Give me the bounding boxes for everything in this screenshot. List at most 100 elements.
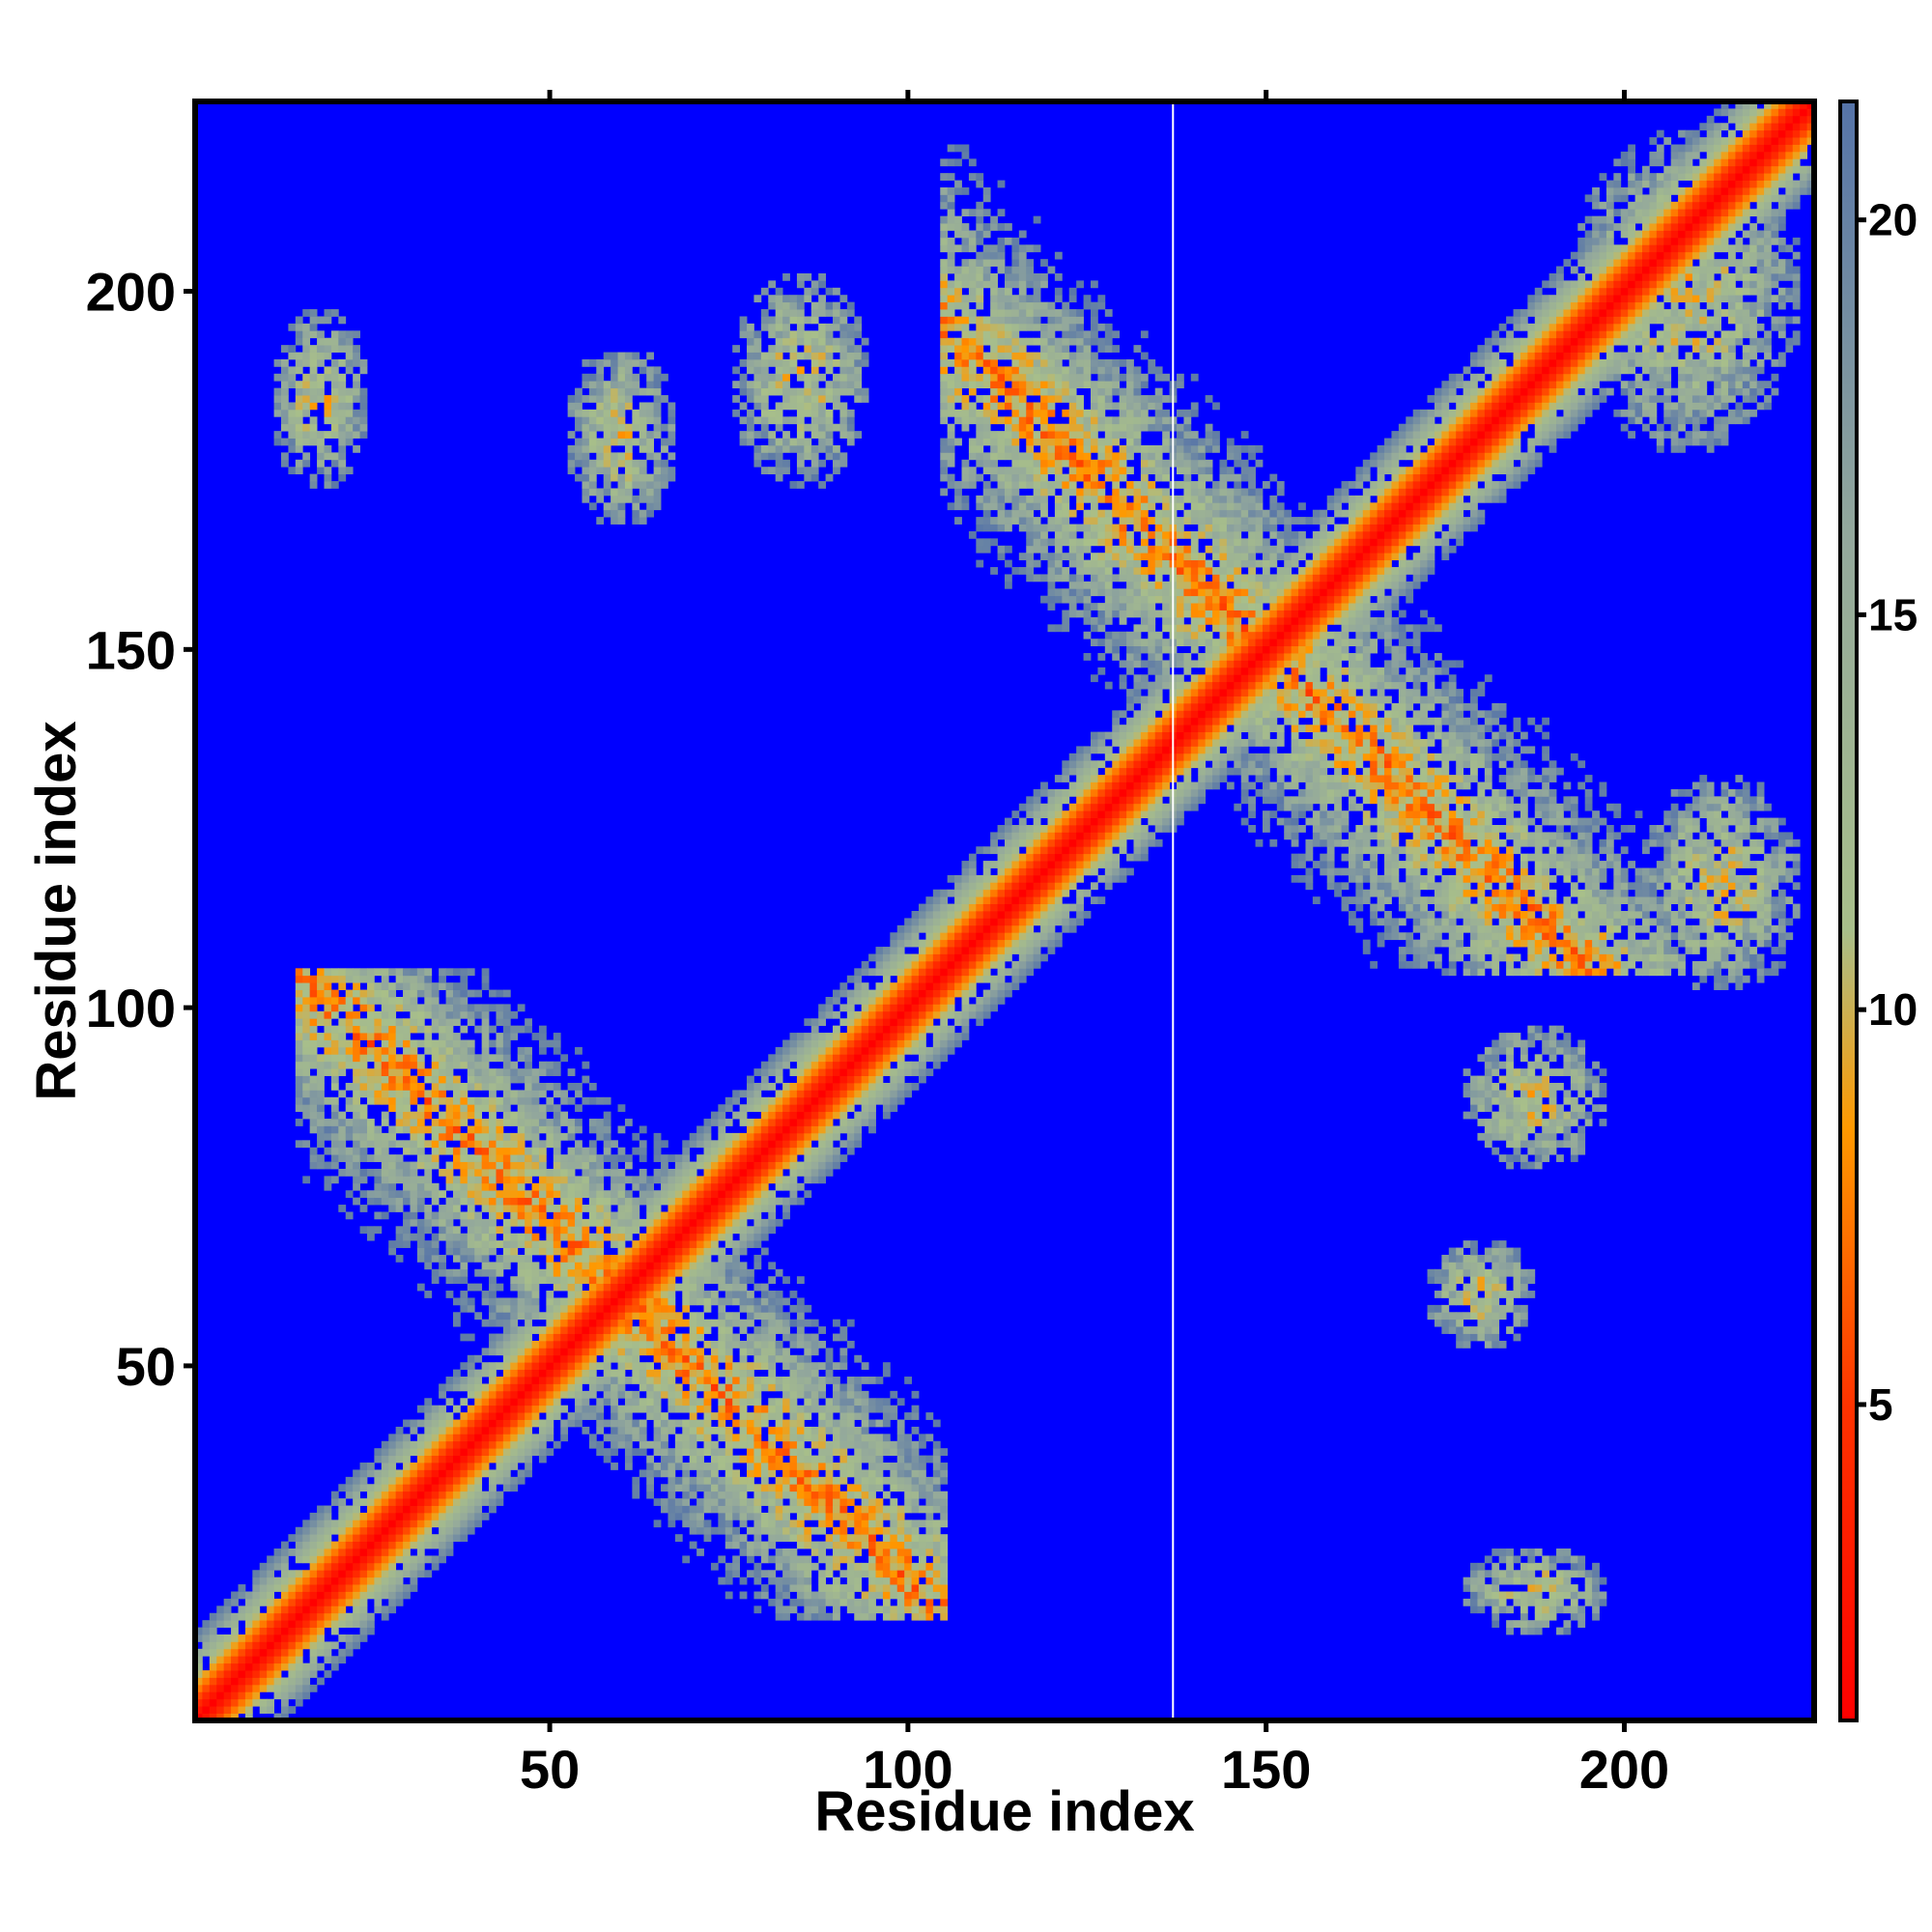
heatmap-cell [739, 1111, 748, 1120]
heatmap-cell [359, 996, 368, 1005]
heatmap-cell [732, 1570, 741, 1578]
heatmap-cell [732, 1383, 741, 1392]
heatmap-cell [624, 1448, 633, 1457]
heatmap-cell [639, 1326, 647, 1334]
heatmap-cell [388, 1190, 397, 1199]
heatmap-cell [489, 1405, 497, 1413]
heatmap-cell [353, 1555, 360, 1564]
heatmap-cell [460, 1426, 469, 1435]
heatmap-cell [338, 1119, 347, 1126]
heatmap-cell [674, 1218, 683, 1227]
heatmap-cell [252, 1570, 261, 1578]
heatmap-cell [452, 1190, 461, 1199]
heatmap-cell [388, 1548, 397, 1556]
heatmap-cell [632, 438, 640, 446]
heatmap-cell [510, 1211, 519, 1220]
heatmap-cell [302, 1548, 311, 1556]
heatmap-cell [388, 982, 397, 990]
heatmap-cell [646, 409, 655, 417]
heatmap-cell [617, 1182, 626, 1191]
heatmap-cell [353, 1111, 360, 1120]
heatmap-cell [324, 1147, 332, 1155]
heatmap-cell [302, 1025, 311, 1034]
heatmap-cell [395, 982, 404, 990]
heatmap-cell [796, 1541, 805, 1549]
heatmap-cell [295, 1025, 303, 1034]
heatmap-cell [452, 1426, 461, 1435]
heatmap-cell [632, 1434, 640, 1442]
heatmap-cell [252, 1620, 261, 1628]
heatmap-cell [424, 1505, 433, 1514]
heatmap-cell [768, 1555, 777, 1564]
heatmap-cell [359, 1634, 368, 1642]
heatmap-cell [353, 1010, 360, 1019]
heatmap-cell [324, 1132, 332, 1141]
heatmap-cell [668, 1405, 676, 1413]
heatmap-cell [846, 1555, 855, 1564]
heatmap-cell [603, 452, 611, 461]
heatmap-cell [517, 1405, 526, 1413]
heatmap-cell [460, 1412, 469, 1420]
heatmap-cell [388, 1161, 397, 1170]
heatmap-cell [538, 1154, 547, 1162]
heatmap-cell [366, 1491, 375, 1499]
heatmap-cell [639, 1247, 647, 1256]
heatmap-cell [424, 1448, 433, 1457]
heatmap-cell [760, 358, 769, 367]
heatmap-cell [467, 1405, 475, 1413]
heatmap-cell [317, 1577, 325, 1585]
heatmap-cell [747, 1291, 754, 1298]
heatmap-cell [259, 1662, 268, 1671]
heatmap-cell [445, 1068, 454, 1076]
heatmap-cell [416, 1147, 425, 1155]
heatmap-cell [345, 423, 354, 432]
heatmap-cell [560, 1176, 569, 1184]
heatmap-cell [338, 968, 347, 977]
heatmap-cell [747, 1369, 754, 1378]
heatmap-cell [603, 1297, 611, 1306]
heatmap-cell [295, 975, 303, 983]
heatmap-cell [653, 1340, 662, 1349]
heatmap-cell [489, 1262, 497, 1270]
heatmap-cell [531, 1440, 540, 1449]
heatmap-cell [575, 1147, 582, 1155]
heatmap-cell [431, 1211, 440, 1220]
heatmap-cell [674, 1233, 683, 1241]
heatmap-cell [309, 366, 318, 375]
heatmap-cell [330, 381, 339, 389]
heatmap-cell [381, 1154, 389, 1162]
heatmap-cell [546, 1304, 554, 1313]
heatmap-cell [403, 975, 411, 983]
heatmap-cell [531, 1312, 540, 1321]
heatmap-cell [732, 1362, 741, 1371]
heatmap-cell [611, 1226, 618, 1235]
heatmap-cell [330, 989, 339, 998]
heatmap-cell [710, 1176, 719, 1184]
heatmap-cell [646, 1262, 655, 1270]
heatmap-cell [517, 1369, 526, 1378]
heatmap-cell [345, 1147, 354, 1155]
heatmap-cell [747, 1362, 754, 1371]
heatmap-cell [575, 1405, 582, 1413]
heatmap-cell [553, 1068, 561, 1076]
heatmap-cell [324, 1570, 332, 1578]
heatmap-cell [661, 1283, 668, 1292]
heatmap-cell [374, 1541, 383, 1549]
heatmap-cell [302, 431, 311, 439]
heatmap-cell [510, 1333, 519, 1342]
heatmap-cell [646, 1476, 655, 1485]
heatmap-cell [353, 1534, 360, 1543]
heatmap-cell [460, 1197, 469, 1206]
heatmap-cell [696, 1283, 704, 1292]
heatmap-cell [596, 1262, 605, 1270]
heatmap-cell [718, 1233, 726, 1241]
heatmap-cell [753, 444, 762, 453]
heatmap-cell [345, 1010, 354, 1019]
heatmap-cell [353, 1541, 360, 1549]
heatmap-cell [611, 409, 618, 417]
heatmap-cell [403, 1520, 411, 1528]
heatmap-cell [582, 1426, 590, 1435]
heatmap-cell [632, 1182, 640, 1191]
heatmap-cell [209, 1612, 217, 1621]
heatmap-cell [431, 1068, 440, 1076]
